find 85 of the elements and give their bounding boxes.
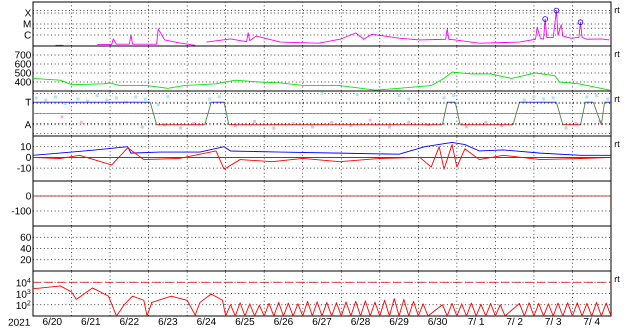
point [218, 95, 221, 98]
text: T [25, 98, 32, 106]
text: A [24, 121, 32, 128]
point [465, 125, 468, 128]
x-tick-label: 6/30 [428, 318, 447, 326]
point [452, 94, 456, 98]
y-tick-label: 700 [15, 51, 31, 59]
x-tick-label: 6/27 [312, 318, 332, 326]
x-tick-label: 6/23 [158, 318, 178, 326]
text: C [24, 31, 31, 39]
text: X [24, 10, 32, 16]
point [368, 118, 372, 122]
point [272, 126, 276, 130]
point [105, 98, 108, 102]
y-tick-label: 0 [26, 192, 31, 200]
x-tick-label: 6/25 [236, 318, 254, 326]
text: rt [614, 141, 620, 148]
point [330, 120, 334, 124]
x-tick-label: 6/24 [197, 318, 216, 326]
point [60, 115, 64, 118]
y-tick-label: 10$^{3}$ [16, 289, 30, 298]
point [76, 98, 80, 101]
point [208, 98, 212, 101]
point [115, 96, 118, 100]
y-tick-label: 10 [20, 143, 31, 150]
y-tick-label: 500 [15, 69, 31, 77]
y-tick-label: 400 [14, 78, 31, 86]
point [564, 126, 568, 130]
point [310, 125, 314, 128]
point [54, 95, 57, 98]
y-tick-label: -10 [17, 164, 31, 172]
x-tick-label: 6/22 [120, 318, 139, 326]
x-tick-label: 6/29 [390, 318, 408, 326]
point [398, 94, 401, 98]
y-tick-label: 600 [15, 60, 31, 68]
line-series [33, 142, 611, 156]
point [388, 125, 391, 128]
y-tick-label: 40 [20, 244, 31, 252]
point [356, 93, 359, 96]
x-tick-label: 6/20 [43, 318, 62, 326]
point [349, 124, 352, 128]
x-axis-title: 2021 [8, 318, 30, 326]
text: rt [614, 276, 620, 282]
line-series [33, 72, 610, 91]
text: rt [614, 7, 620, 14]
point [522, 98, 526, 102]
point [166, 95, 170, 98]
y-tick-label: 60 [20, 234, 31, 241]
y-tick-label: -100 [12, 207, 31, 215]
point [407, 98, 410, 101]
point [179, 126, 182, 130]
x-tick-label: 6/28 [351, 318, 370, 326]
point [44, 98, 48, 102]
x-tick-label: 7/ 3 [545, 318, 562, 326]
text: rt [614, 51, 620, 58]
point [156, 103, 160, 106]
point [80, 120, 83, 124]
line-series [33, 285, 611, 316]
point [542, 98, 546, 101]
y-tick-label: 20 [20, 256, 31, 264]
x-tick-label: 7/ 4 [584, 318, 600, 326]
y-tick-label: 10$^{4}$ [16, 278, 31, 287]
point [407, 120, 410, 124]
x-tick-label: 6/21 [82, 318, 100, 326]
point [34, 96, 38, 100]
point [442, 96, 446, 100]
y-tick-label: 10$^{2}$ [16, 300, 30, 310]
point [606, 98, 610, 101]
point [140, 125, 144, 128]
point [552, 96, 555, 100]
point [144, 98, 147, 101]
x-tick-label: 6/26 [274, 318, 293, 326]
y-tick-label: 0 [26, 154, 31, 161]
point [134, 95, 138, 98]
point [595, 94, 598, 98]
point [320, 92, 324, 95]
point [96, 94, 99, 98]
text: M [24, 20, 30, 28]
point [484, 120, 488, 124]
x-tick-label: 7/ 2 [506, 318, 522, 326]
point [532, 95, 536, 98]
text: rt [614, 96, 620, 102]
point [585, 95, 588, 98]
point [253, 120, 256, 123]
x-tick-label: 7/ 1 [468, 318, 484, 326]
